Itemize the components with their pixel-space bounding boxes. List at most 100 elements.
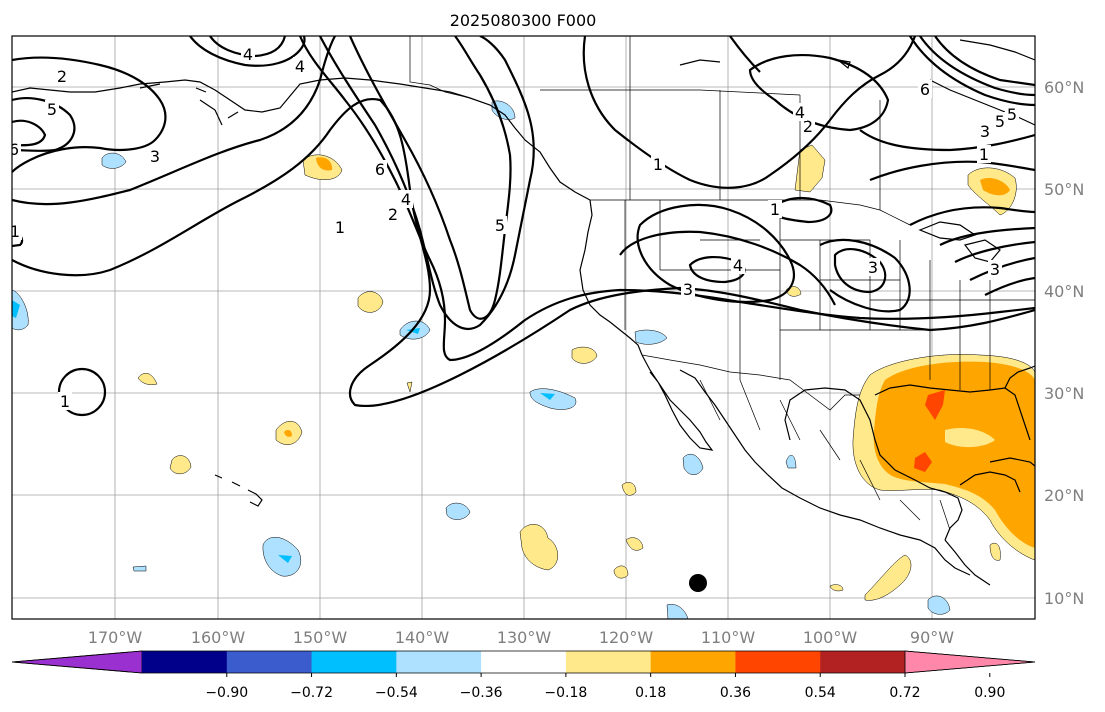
gulf-coast — [784, 387, 963, 541]
yellow-area — [829, 584, 844, 592]
contour-label-bg — [373, 160, 387, 178]
hawaii — [214, 474, 263, 507]
contour-label-bg — [978, 122, 992, 140]
contour-label: 4 — [795, 103, 805, 122]
contour-line — [12, 97, 1035, 407]
contour-label: 4 — [401, 190, 411, 209]
hudson-coast — [929, 79, 1035, 126]
contour-label-bg — [681, 280, 695, 298]
cuba — [989, 457, 1035, 467]
yellow-area — [357, 291, 384, 313]
light-blue-area — [101, 152, 127, 169]
light-blue-area — [491, 100, 516, 120]
latitude-labels: 60°N 50°N 40°N 30°N 20°N 10°N — [1044, 78, 1084, 608]
colorbar-bin — [226, 651, 313, 673]
colorbar-tick-label: −0.36 — [460, 685, 503, 701]
longitude-labels: 170°W 160°W 150°W 140°W 130°W 120°W 110°W 100°W… — [88, 628, 954, 647]
contour-line — [869, 160, 1035, 182]
alaska-canada-border — [409, 36, 471, 99]
gulf-red-spot-2 — [914, 452, 932, 472]
small-island — [679, 59, 721, 66]
us-canada-border — [590, 199, 911, 226]
contour-label-bg — [58, 392, 72, 410]
mexico-west-coast — [679, 369, 971, 576]
orange-area — [316, 157, 333, 171]
light-blue-area — [12, 289, 29, 331]
contour-line — [954, 240, 1035, 263]
contour-line — [688, 256, 746, 284]
marker-dot — [689, 574, 707, 592]
light-blue-area — [634, 329, 668, 345]
colorbar-bin — [481, 651, 567, 673]
colorbar-tick-label: −0.18 — [544, 685, 587, 701]
baja-california — [641, 354, 714, 451]
colorbar-bin — [142, 651, 228, 673]
contour-line — [819, 238, 911, 313]
map-frame — [11, 35, 1036, 620]
light-blue-area — [445, 502, 471, 520]
colorbar-bin — [735, 651, 821, 673]
longitude-label: 110°W — [701, 628, 756, 647]
contour-label-bg — [1005, 105, 1019, 123]
gridlines — [12, 36, 1035, 619]
contour-label: 2 — [388, 205, 398, 224]
longitude-label: 120°W — [599, 628, 654, 647]
yellow-area — [519, 524, 558, 571]
contour-label-bg — [148, 147, 162, 165]
coastlines — [12, 39, 1035, 586]
yellow-area — [989, 542, 1001, 561]
yellow-area — [613, 565, 629, 579]
contour-line — [909, 206, 1035, 226]
yucatan — [959, 471, 1021, 493]
contour-label: 3 — [150, 147, 160, 166]
light-blue-area — [785, 454, 797, 469]
colorbar-tick-label: −0.54 — [375, 685, 418, 701]
contour-label-bg — [55, 67, 69, 85]
gulf-orange-area — [873, 361, 1035, 548]
contour-line — [934, 36, 1035, 87]
contour-label: 1 — [770, 200, 780, 219]
contour-line — [748, 54, 890, 132]
contour-label-bg — [241, 45, 255, 63]
longitude-label: 140°W — [395, 628, 450, 647]
latitude-label: 50°N — [1044, 180, 1084, 199]
us-gulf-coast — [874, 384, 1031, 441]
contour-line — [768, 196, 833, 224]
yellow-area — [169, 455, 192, 475]
longitude-label: 160°W — [191, 628, 246, 647]
colorbar-tick-label: 0.54 — [805, 685, 836, 701]
contour-label-bg — [651, 155, 665, 173]
contour-label-bg — [493, 216, 507, 234]
blue-area — [540, 393, 555, 400]
latitude-label: 20°N — [1044, 486, 1084, 505]
contour-label: 5 — [995, 112, 1005, 131]
contour-line — [729, 36, 761, 73]
contour-label: 1 — [979, 145, 989, 164]
contour-line — [619, 230, 836, 306]
colorbar-outline — [11, 650, 1036, 674]
contour-label-bg — [45, 100, 59, 118]
blue-area — [278, 555, 292, 563]
contour-label-bg — [793, 103, 807, 121]
colorbar-tick-label: −0.90 — [205, 685, 248, 701]
orange-area — [284, 429, 292, 437]
contour-label: 3 — [683, 280, 693, 299]
colorbar: −0.90 −0.72 −0.54 −0.36 −0.18 0.18 0.36 0.54 0.7… — [11, 650, 1036, 701]
contour-label-bg — [399, 190, 413, 208]
great-lakes-2 — [963, 239, 1001, 263]
contour-line — [12, 119, 47, 147]
orange-area — [980, 178, 1010, 196]
yellow-area — [621, 482, 637, 496]
contour-label-bg — [293, 57, 307, 75]
contour-line — [909, 36, 1035, 107]
contour-lines — [12, 36, 1035, 417]
contour-label-bg — [988, 260, 1002, 278]
colorbar-tick-label: 0.18 — [635, 685, 666, 701]
contour-label: 4 — [295, 57, 305, 76]
colorbar-bin — [311, 651, 397, 673]
negative-anomaly-areas — [12, 100, 951, 619]
colorbar-bin — [565, 651, 652, 673]
colorbar-bin — [820, 651, 906, 673]
